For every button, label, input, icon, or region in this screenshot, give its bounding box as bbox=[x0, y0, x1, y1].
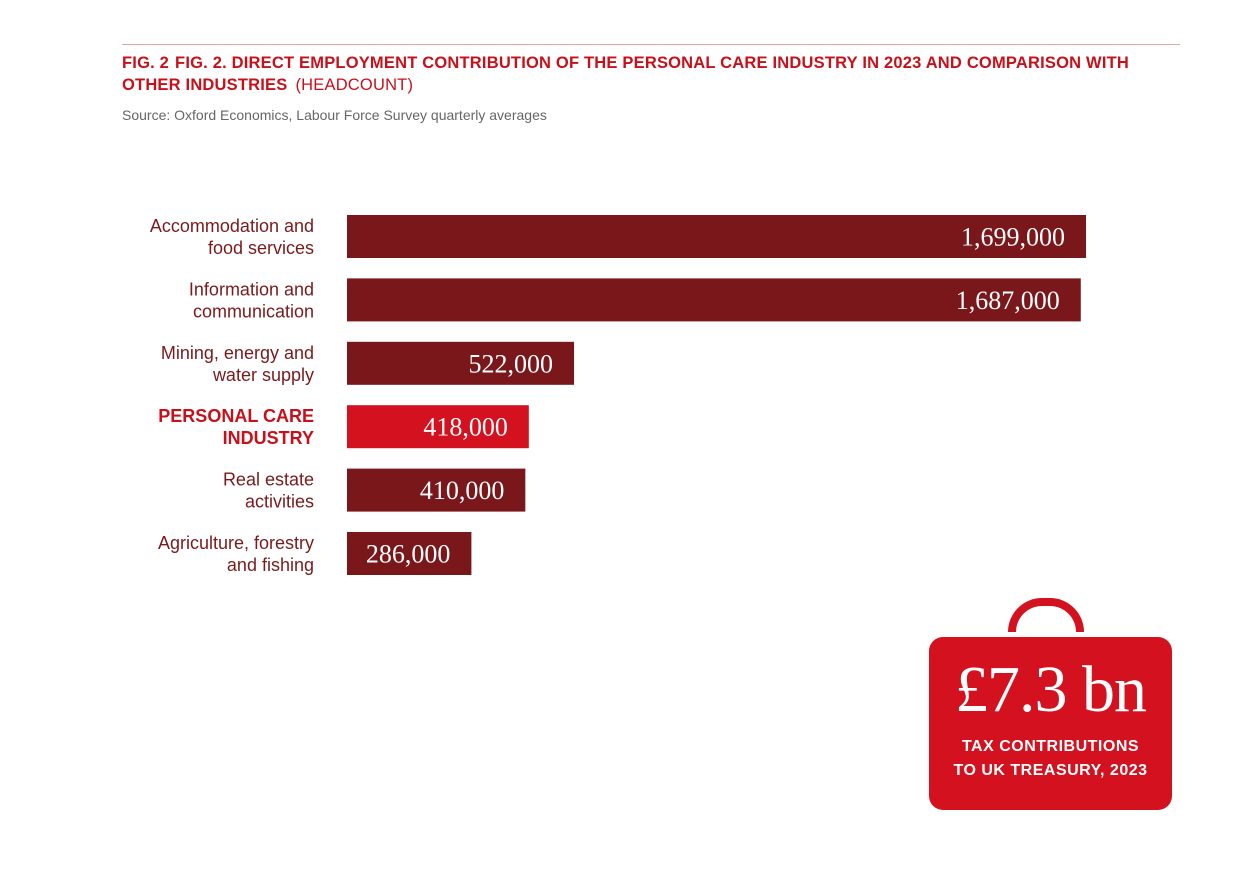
bar-value-label-5: 286,000 bbox=[366, 540, 451, 569]
tax-caption-line2: TO UK TREASURY, 2023 bbox=[953, 762, 1148, 779]
category-label-1-line-0: Information and bbox=[189, 279, 314, 299]
bar-value-label-2: 522,000 bbox=[469, 349, 554, 378]
bar-value-label-0: 1,699,000 bbox=[961, 223, 1065, 252]
tax-caption: TAX CONTRIBUTIONS TO UK TREASURY, 2023 bbox=[929, 735, 1172, 783]
bar-0 bbox=[347, 215, 1086, 258]
category-label-4-line-0: Real estate bbox=[223, 470, 314, 490]
figure-source: Source: Oxford Economics, Labour Force S… bbox=[122, 107, 547, 123]
bar-5 bbox=[347, 532, 472, 575]
category-label-3-line-0: PERSONAL CARE bbox=[158, 406, 314, 426]
bar-value-label-3: 418,000 bbox=[423, 413, 508, 442]
bar-value-label-4: 410,000 bbox=[420, 476, 505, 505]
bar-2 bbox=[347, 341, 575, 385]
bar-3 bbox=[347, 405, 529, 449]
tax-callout-badge: £7.3 bn TAX CONTRIBUTIONS TO UK TREASURY… bbox=[929, 637, 1172, 810]
briefcase-handle-icon bbox=[1008, 598, 1084, 632]
figure-title-text: FIG. 2. DIRECT EMPLOYMENT CONTRIBUTION O… bbox=[122, 54, 1130, 94]
tax-amount: £7.3 bn bbox=[955, 653, 1147, 726]
bar-1 bbox=[347, 278, 1081, 322]
figure-tag: FIG. 2 bbox=[122, 54, 170, 72]
figure-unit: (HEADCOUNT) bbox=[295, 76, 414, 94]
category-label-4-line-1: activities bbox=[245, 492, 314, 512]
bar-4 bbox=[347, 468, 526, 512]
category-label-5-line-1: and fishing bbox=[227, 555, 314, 575]
bar-value-label-1: 1,687,000 bbox=[956, 286, 1060, 315]
category-label-0-line-0: Accommodation and bbox=[150, 216, 314, 236]
category-label-1-line-1: communication bbox=[193, 301, 314, 321]
category-label-2-line-1: water supply bbox=[212, 365, 314, 385]
tax-caption-line1: TAX CONTRIBUTIONS bbox=[961, 738, 1140, 755]
category-label-2-line-0: Mining, energy and bbox=[161, 343, 314, 363]
figure-title: FIG. 2 FIG. 2. DIRECT EMPLOYMENT CONTRIBU… bbox=[122, 52, 1192, 96]
top-rule bbox=[122, 44, 1180, 45]
category-label-3-line-1: INDUSTRY bbox=[223, 428, 314, 448]
category-label-5-line-0: Agriculture, forestry bbox=[158, 533, 314, 553]
category-label-0-line-1: food services bbox=[208, 238, 314, 258]
